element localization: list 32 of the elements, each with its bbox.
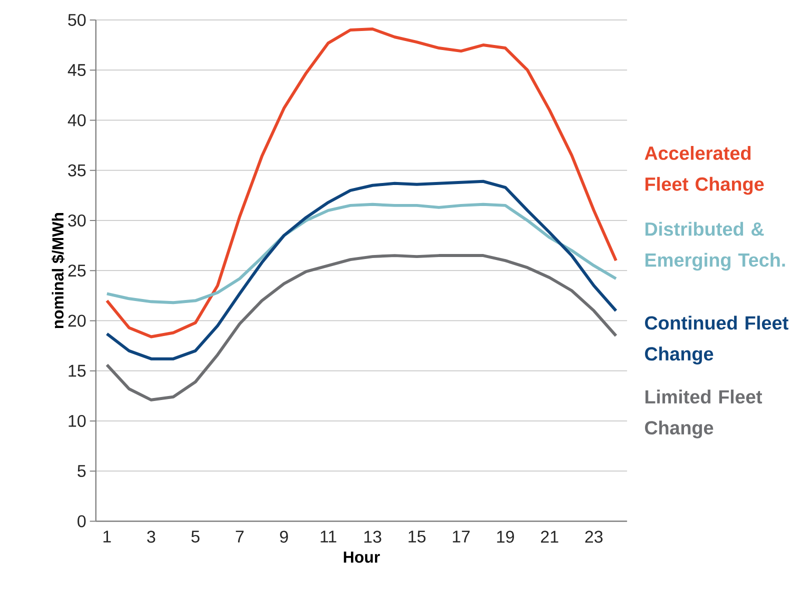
line-series [105, 180, 618, 360]
text: Accelerated Fleet Change [644, 146, 764, 195]
y-tick-label: 40 [68, 114, 86, 126]
x-tick-label: 19 [497, 530, 514, 543]
y-tick-label: 45 [68, 64, 86, 76]
x-tick-label: 3 [147, 530, 156, 543]
y-tick-label: 35 [68, 164, 86, 176]
x-axis-title: Hour [344, 552, 380, 563]
x-tick-label: 15 [408, 530, 426, 543]
x-tick-label: 1 [104, 530, 111, 542]
line-series [105, 27, 618, 338]
x-tick-label: 21 [541, 530, 558, 543]
series-label: Distributed & Emerging Tech. [646, 222, 785, 271]
y-tick-label: 0 [78, 515, 86, 528]
line-series [105, 202, 618, 304]
x-tick-label: 5 [191, 530, 200, 543]
y-tick-label: 15 [68, 364, 86, 377]
x-tick-label: 13 [364, 530, 382, 543]
x-tick-label: 11 [320, 530, 336, 542]
x-tick-label: 9 [280, 530, 288, 543]
x-tick-label: 7 [236, 530, 244, 542]
x-tick-label: 17 [452, 530, 470, 542]
y-tick-label: 10 [68, 414, 86, 427]
series-label: Continued Fleet Change [645, 316, 788, 364]
y-axis-title: nominal $/MWh [52, 212, 65, 328]
y-tick-label: 25 [68, 264, 86, 277]
y-tick-label: 30 [68, 214, 86, 226]
y-tick-label: 5 [78, 465, 86, 477]
text: Limited Fleet Change [645, 390, 762, 438]
y-tick-label: 50 [68, 14, 86, 26]
y-tick-label: 20 [68, 314, 86, 327]
x-tick-label: 23 [585, 530, 603, 543]
